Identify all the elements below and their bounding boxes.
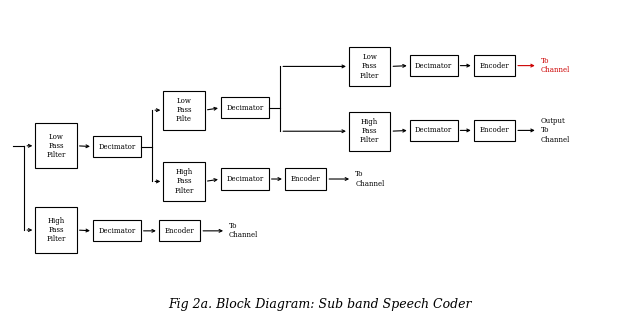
Text: Decimator: Decimator	[98, 227, 136, 235]
Text: To
Channel: To Channel	[355, 170, 385, 188]
Text: Decimator: Decimator	[415, 62, 452, 70]
FancyBboxPatch shape	[474, 120, 515, 141]
FancyBboxPatch shape	[35, 123, 77, 168]
Text: Decimator: Decimator	[226, 104, 264, 112]
Text: High
Pass
Filter: High Pass Filter	[174, 168, 194, 195]
FancyBboxPatch shape	[349, 47, 390, 86]
Text: To
Channel: To Channel	[541, 57, 570, 74]
FancyBboxPatch shape	[93, 136, 141, 157]
Text: High
Pass
Filter: High Pass Filter	[360, 118, 380, 145]
FancyBboxPatch shape	[163, 91, 205, 130]
FancyBboxPatch shape	[221, 168, 269, 190]
FancyBboxPatch shape	[410, 120, 458, 141]
FancyBboxPatch shape	[221, 97, 269, 118]
Text: Encoder: Encoder	[479, 126, 509, 134]
Text: Low
Pass
Filte: Low Pass Filte	[176, 97, 192, 123]
FancyBboxPatch shape	[349, 112, 390, 151]
Text: Fig 2a. Block Diagram: Sub band Speech Coder: Fig 2a. Block Diagram: Sub band Speech C…	[168, 298, 472, 311]
FancyBboxPatch shape	[35, 207, 77, 253]
Text: Low
Pass
Filter: Low Pass Filter	[360, 53, 380, 80]
Text: Output
To
Channel: Output To Channel	[541, 117, 570, 144]
FancyBboxPatch shape	[410, 55, 458, 76]
FancyBboxPatch shape	[163, 162, 205, 201]
FancyBboxPatch shape	[474, 55, 515, 76]
Text: Encoder: Encoder	[479, 62, 509, 70]
Text: Encoder: Encoder	[291, 175, 321, 183]
Text: Decimator: Decimator	[415, 126, 452, 134]
FancyBboxPatch shape	[159, 220, 200, 241]
Text: Decimator: Decimator	[226, 175, 264, 183]
Text: Decimator: Decimator	[98, 143, 136, 151]
FancyBboxPatch shape	[285, 168, 326, 190]
Text: Encoder: Encoder	[164, 227, 195, 235]
FancyBboxPatch shape	[93, 220, 141, 241]
Text: High
Pass
Filter: High Pass Filter	[46, 217, 66, 243]
Text: Low
Pass
Filter: Low Pass Filter	[46, 133, 66, 159]
Text: To
Channel: To Channel	[229, 222, 259, 239]
